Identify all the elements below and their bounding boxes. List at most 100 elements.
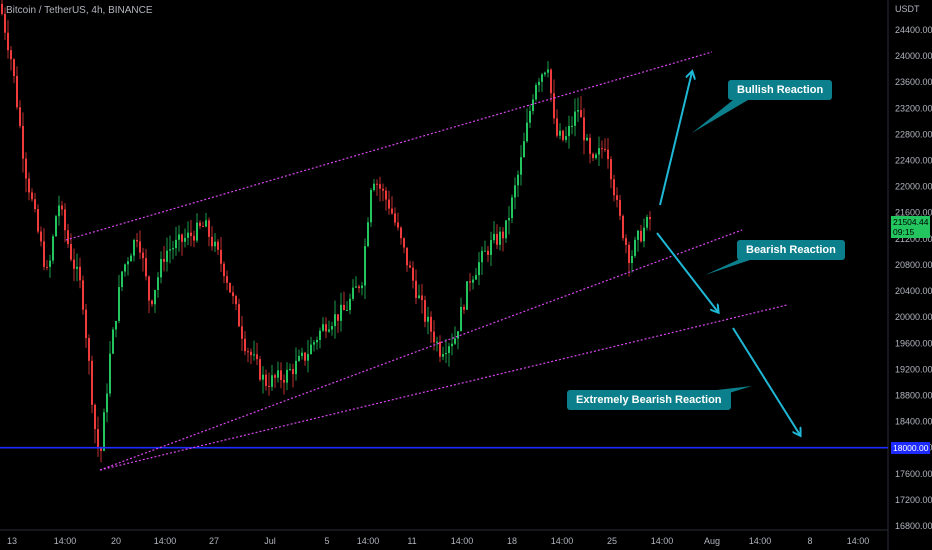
candle-body bbox=[559, 130, 561, 136]
candle-body bbox=[211, 236, 213, 247]
candle-body bbox=[88, 338, 90, 361]
candle-body bbox=[346, 310, 348, 312]
candle-body bbox=[136, 240, 138, 242]
candle-body bbox=[577, 110, 579, 112]
candle-body bbox=[112, 329, 114, 354]
candle-body bbox=[553, 93, 555, 119]
candle-body bbox=[226, 276, 228, 283]
y-tick-label: 20400.00 bbox=[895, 286, 932, 296]
candle-body bbox=[397, 222, 399, 228]
candle-body bbox=[295, 360, 297, 375]
candle-body bbox=[379, 184, 381, 189]
candle-body bbox=[583, 117, 585, 141]
candle-body bbox=[106, 393, 108, 413]
chart-title: Bitcoin / TetherUS, 4h, BINANCE bbox=[6, 5, 153, 16]
candle-body bbox=[544, 72, 546, 75]
y-tick-label: 22400.00 bbox=[895, 156, 932, 166]
y-tick-label: 19200.00 bbox=[895, 364, 932, 374]
candle-body bbox=[535, 85, 537, 100]
channel-lower-line bbox=[99, 229, 743, 471]
extended-lower-line bbox=[99, 304, 788, 471]
candle-body bbox=[355, 286, 357, 288]
y-tick-label: 21600.00 bbox=[895, 208, 932, 218]
candle-body bbox=[124, 264, 126, 272]
candle-body bbox=[499, 231, 501, 245]
x-tick-label: Aug bbox=[704, 536, 720, 546]
candle-body bbox=[55, 216, 57, 237]
candle-body bbox=[91, 360, 93, 405]
candle-body bbox=[205, 220, 207, 227]
candle-body bbox=[505, 220, 507, 239]
candle-body bbox=[367, 222, 369, 247]
candle-body bbox=[52, 236, 54, 261]
candle-body bbox=[619, 199, 621, 216]
candle-body bbox=[238, 304, 240, 327]
y-tick-label: 19600.00 bbox=[895, 338, 932, 348]
y-tick-label: 18400.00 bbox=[895, 417, 932, 427]
candle-body bbox=[352, 287, 354, 299]
candle-body bbox=[478, 262, 480, 276]
candle-body bbox=[526, 122, 528, 142]
candle-body bbox=[301, 352, 303, 357]
x-tick-label: 14:00 bbox=[847, 536, 870, 546]
candle-body bbox=[592, 153, 594, 159]
candle-body bbox=[562, 130, 564, 140]
arrow-extremely-bearish bbox=[732, 327, 800, 435]
candle-body bbox=[262, 374, 264, 380]
candle-body bbox=[190, 232, 192, 236]
candle-body bbox=[235, 296, 237, 305]
candle-body bbox=[73, 259, 75, 269]
callout-bearish: Bearish Reaction bbox=[737, 240, 845, 260]
candle-body bbox=[163, 258, 165, 262]
candle-body bbox=[172, 248, 174, 250]
y-tick-label: 17200.00 bbox=[895, 495, 932, 505]
y-tick-label: 16800.00 bbox=[895, 521, 932, 531]
candle-body bbox=[214, 241, 216, 247]
candle-body bbox=[433, 331, 435, 343]
candle-body bbox=[409, 265, 411, 268]
y-axis-unit: USDT bbox=[895, 4, 920, 14]
support-price-tag: 18000.00 bbox=[891, 442, 931, 454]
candle-body bbox=[121, 271, 123, 288]
x-tick-label: 14:00 bbox=[749, 536, 772, 546]
candle-body bbox=[94, 404, 96, 430]
candle-body bbox=[568, 126, 570, 137]
candle-body bbox=[376, 183, 378, 185]
y-tick-label: 21200.00 bbox=[895, 234, 932, 244]
candle-body bbox=[613, 179, 615, 196]
candle-body bbox=[415, 280, 417, 298]
candle-body bbox=[427, 316, 429, 322]
candle-body bbox=[538, 81, 540, 86]
candle-body bbox=[370, 190, 372, 223]
candle-body bbox=[496, 233, 498, 245]
candle-body bbox=[34, 199, 36, 210]
candle-body bbox=[358, 286, 360, 289]
y-tick-label: 24000.00 bbox=[895, 51, 932, 61]
candle-body bbox=[268, 385, 270, 387]
candle-body bbox=[196, 222, 198, 241]
candle-body bbox=[634, 239, 636, 256]
candle-body bbox=[4, 13, 6, 33]
candle-body bbox=[436, 341, 438, 343]
last-price-tag: 21504.44 09:15 bbox=[891, 216, 931, 238]
candlesticks bbox=[1, 0, 651, 463]
candle-body bbox=[349, 298, 351, 311]
candle-body bbox=[322, 324, 324, 331]
candle-body bbox=[643, 227, 645, 242]
candle-body bbox=[445, 352, 447, 355]
candle-body bbox=[184, 237, 186, 242]
candle-body bbox=[259, 359, 261, 380]
arrow-bearish bbox=[656, 232, 718, 312]
y-tick-label: 18800.00 bbox=[895, 390, 932, 400]
candle-body bbox=[391, 208, 393, 214]
candle-body bbox=[22, 125, 24, 159]
candle-body bbox=[97, 429, 99, 449]
candle-body bbox=[256, 354, 258, 360]
x-tick-label: 14:00 bbox=[154, 536, 177, 546]
callout-pointer-bearish bbox=[705, 258, 756, 275]
candle-body bbox=[40, 231, 42, 242]
candle-body bbox=[10, 50, 12, 60]
candle-body bbox=[490, 240, 492, 255]
candle-body bbox=[61, 205, 63, 210]
